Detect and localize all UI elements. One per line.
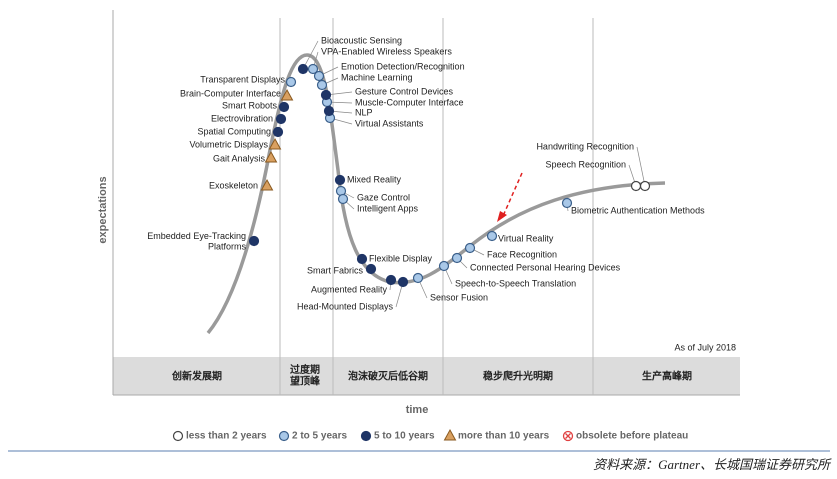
technology-label: Smart Robots <box>222 100 278 110</box>
leader-line <box>302 40 319 70</box>
marker <box>297 63 309 75</box>
technology-label: Embedded Eye-Tracking Platforms <box>147 231 246 251</box>
technology-label: Speech Recognition <box>545 159 626 169</box>
technology-label: Face Recognition <box>487 249 557 259</box>
marker <box>334 174 346 186</box>
marker <box>365 263 377 275</box>
technology-label: Sensor Fusion <box>430 292 488 302</box>
technology-label: Augmented Reality <box>311 284 388 294</box>
marker <box>356 253 368 265</box>
marker <box>278 430 290 442</box>
marker <box>280 88 294 101</box>
technology-label: Biometric Authentication Methods <box>571 205 705 215</box>
technology-label: Flexible Display <box>369 253 433 263</box>
leader-line <box>636 146 646 187</box>
text-line: 过度期 <box>290 363 320 376</box>
phase-label: 稳步爬升光明期 <box>483 370 553 383</box>
technology-label: Connected Personal Hearing Devices <box>470 262 621 272</box>
marker <box>268 137 282 150</box>
marker <box>264 150 278 163</box>
phase-label: 创新发展期 <box>171 370 222 383</box>
technology-label: Spatial Computing <box>197 126 271 136</box>
marker <box>337 193 349 205</box>
marker <box>285 76 297 88</box>
technology-label: VPA-Enabled Wireless Speakers <box>321 46 452 56</box>
marker <box>451 252 463 264</box>
marker <box>438 260 450 272</box>
marker <box>320 89 332 101</box>
technology-label: Gaze Control <box>357 192 410 202</box>
marker <box>443 428 457 441</box>
technology-label: Machine Learning <box>341 72 413 82</box>
technology-label: Muscle-Computer Interface <box>355 97 464 107</box>
marker <box>316 79 328 91</box>
technology-label: Electrovibration <box>211 113 273 123</box>
marker <box>561 197 573 209</box>
phase-label: 过度期望顶峰 <box>290 363 321 388</box>
marker <box>307 63 319 75</box>
marker <box>464 242 476 254</box>
marker <box>275 113 287 125</box>
marker <box>639 180 651 192</box>
x-axis-label: time <box>406 404 429 416</box>
technology-label: Virtual Assistants <box>355 118 424 128</box>
marker <box>412 272 424 284</box>
technology-label: Virtual Reality <box>498 233 554 243</box>
phase-dividers <box>279 18 594 395</box>
technology-label: Head-Mounted Displays <box>297 301 394 311</box>
phase-label: 泡沫破灭后低谷期 <box>348 370 428 383</box>
source: 资料来源：Gartner、长城国瑞证券研究所 <box>593 457 832 472</box>
marker <box>313 70 325 82</box>
technology-label: Volumetric Displays <box>189 139 268 149</box>
phase-label: 生产高峰期 <box>642 370 692 383</box>
technology-label: Handwriting Recognition <box>536 141 634 151</box>
marker <box>565 433 571 439</box>
text-line: Platforms <box>208 242 247 252</box>
legend-label: more than 10 years <box>458 431 550 442</box>
hype-curve <box>206 53 666 335</box>
note: As of July 2018 <box>674 342 736 352</box>
marker <box>486 230 498 242</box>
text-line: 望顶峰 <box>290 374 321 387</box>
y-axis-label: expectations <box>97 176 109 243</box>
legend-label: obsolete before plateau <box>576 431 688 442</box>
marker <box>323 105 335 117</box>
technology-label: Mixed Reality <box>347 174 402 184</box>
technology-label: Speech-to-Speech Translation <box>455 278 576 288</box>
legend-label: 2 to 5 years <box>292 431 347 442</box>
marker <box>272 126 284 138</box>
technology-label: Gait Analysis <box>213 153 266 163</box>
technology-label: Transparent Displays <box>200 74 285 84</box>
text-line: Embedded Eye-Tracking <box>147 231 246 241</box>
technology-label: Intelligent Apps <box>357 203 419 213</box>
marker <box>172 430 184 442</box>
technology-label: Exoskeleton <box>209 180 258 190</box>
marker <box>397 276 409 288</box>
legend-label: 5 to 10 years <box>374 431 435 442</box>
marker <box>385 274 397 286</box>
phase-band <box>113 357 740 395</box>
technology-label: Smart Fabrics <box>307 265 364 275</box>
legend-label: less than 2 years <box>186 431 267 442</box>
marker <box>278 101 290 113</box>
technology-label: NLP <box>355 107 373 117</box>
arrow-head <box>497 211 507 222</box>
technology-label: Brain-Computer Interface <box>180 88 281 98</box>
marker <box>260 178 274 191</box>
technology-label: Emotion Detection/Recognition <box>341 61 465 71</box>
technology-label: Gesture Control Devices <box>355 86 454 96</box>
arrow <box>502 172 523 217</box>
marker <box>360 430 372 442</box>
marker <box>248 235 260 247</box>
technology-label: Bioacoustic Sensing <box>321 35 402 45</box>
marker <box>630 180 642 192</box>
